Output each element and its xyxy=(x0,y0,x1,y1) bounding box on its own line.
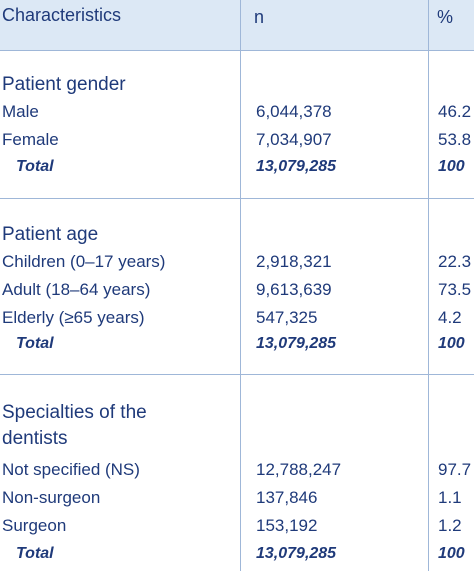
row-label: Non-surgeon xyxy=(2,488,101,507)
total-label: Total xyxy=(16,545,54,562)
total-n: 13,079,285 xyxy=(256,545,337,562)
section-divider-gender xyxy=(0,198,474,199)
row-n: 7,034,907 xyxy=(256,130,332,149)
header-percent: % xyxy=(437,7,454,27)
row-pct: 97.7 xyxy=(438,460,472,479)
row-n: 6,044,378 xyxy=(256,102,332,121)
table-header xyxy=(0,0,474,50)
section-title-specialties-line1: Specialties of the xyxy=(2,402,147,423)
total-pct: 100 xyxy=(438,335,465,352)
total-n: 13,079,285 xyxy=(256,335,337,352)
row-label: Adult (18–64 years) xyxy=(2,280,151,299)
row-pct: 46.2 xyxy=(438,102,472,121)
total-pct: 100 xyxy=(438,545,465,562)
row-n: 137,846 xyxy=(256,488,318,507)
row-pct: 22.3 xyxy=(438,252,472,271)
section-title-patient-age: Patient age xyxy=(2,224,99,245)
total-label: Total xyxy=(16,335,54,352)
column-divider-n xyxy=(240,0,241,571)
header-divider xyxy=(0,50,474,51)
column-divider-percent xyxy=(428,0,429,571)
total-label: Total xyxy=(16,158,54,175)
row-n: 547,325 xyxy=(256,308,318,327)
row-pct: 1.1 xyxy=(438,488,462,507)
row-label: Elderly (≥65 years) xyxy=(2,308,145,327)
row-n: 2,918,321 xyxy=(256,252,332,271)
row-label: Female xyxy=(2,130,59,149)
section-title-specialties-line2: dentists xyxy=(2,428,68,449)
row-n: 9,613,639 xyxy=(256,280,332,299)
row-pct: 1.2 xyxy=(438,516,462,535)
row-n: 153,192 xyxy=(256,516,318,535)
section-divider-age xyxy=(0,374,474,375)
row-label: Surgeon xyxy=(2,516,67,535)
row-label: Male xyxy=(2,102,39,121)
row-pct: 4.2 xyxy=(438,308,462,327)
row-n: 12,788,247 xyxy=(256,460,342,479)
total-n: 13,079,285 xyxy=(256,158,337,175)
row-pct: 53.8 xyxy=(438,130,472,149)
row-pct: 73.5 xyxy=(438,280,472,299)
total-pct: 100 xyxy=(438,158,465,175)
row-label: Children (0–17 years) xyxy=(2,252,166,271)
row-label: Not specified (NS) xyxy=(2,460,140,479)
header-n: n xyxy=(254,7,265,27)
section-title-patient-gender: Patient gender xyxy=(2,74,126,95)
header-characteristics: Characteristics xyxy=(2,5,122,25)
